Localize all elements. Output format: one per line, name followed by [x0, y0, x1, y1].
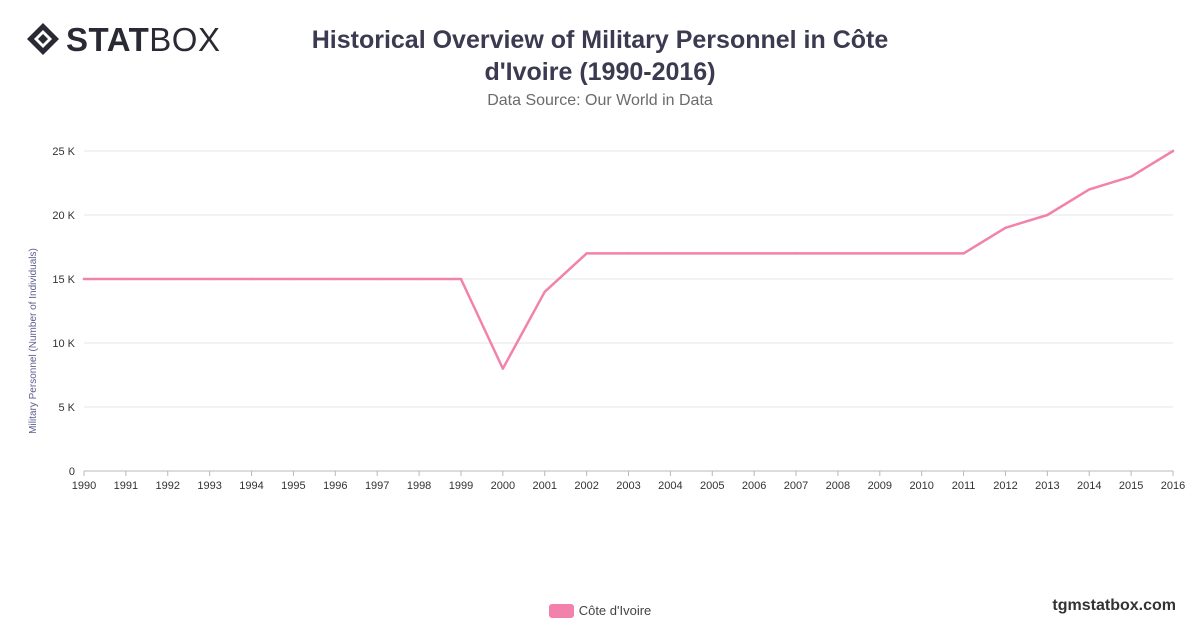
x-tick-label: 1990 — [72, 480, 96, 492]
data-point — [752, 252, 756, 255]
x-tick-label: 2012 — [993, 480, 1017, 492]
x-tick-label: 2015 — [1119, 480, 1143, 492]
data-point — [543, 290, 546, 293]
legend-label[interactable]: Côte d'Ivoire — [578, 603, 652, 618]
data-point — [82, 277, 86, 281]
x-tick-label: 1999 — [449, 480, 473, 492]
y-tick-label: 5 K — [58, 402, 75, 414]
x-tick-label: 2004 — [658, 480, 682, 492]
data-point — [501, 367, 505, 370]
data-point — [1171, 149, 1175, 153]
data-point — [459, 277, 463, 281]
data-point — [375, 277, 379, 281]
x-tick-label: 2005 — [700, 480, 724, 492]
x-tick-label: 2006 — [742, 480, 766, 492]
footer-site: tgmstatbox.com — [1052, 597, 1176, 614]
x-tick-label: 1991 — [114, 480, 138, 492]
data-point — [836, 252, 840, 255]
diamond-logo-icon — [27, 23, 59, 55]
data-point — [1004, 226, 1007, 229]
x-tick-label: 2013 — [1035, 480, 1059, 492]
data-point — [962, 252, 965, 255]
logo-wordmark: STATBOX — [66, 23, 220, 56]
data-point — [250, 277, 253, 281]
y-axis-title: Military Personnel (Number of Individual… — [28, 248, 39, 434]
data-point — [794, 252, 798, 255]
data-point — [417, 277, 421, 281]
data-point — [292, 277, 295, 281]
logo-thin-text: BOX — [149, 20, 221, 58]
legend: Côte d'Ivoire — [0, 603, 1200, 618]
data-point — [585, 252, 588, 255]
statbox-logo: STATBOX — [26, 22, 220, 56]
y-tick-label: 0 — [69, 466, 75, 478]
x-tick-label: 2014 — [1077, 480, 1101, 492]
x-tick-label: 2008 — [826, 480, 850, 492]
y-tick-label: 20 K — [52, 210, 75, 222]
x-tick-label: 2007 — [784, 480, 808, 492]
x-tick-label: 2003 — [616, 480, 640, 492]
x-tick-label: 1998 — [407, 480, 431, 492]
x-tick-label: 2016 — [1161, 480, 1185, 492]
x-tick-label: 2000 — [491, 480, 515, 492]
chart-title: Historical Overview of Military Personne… — [311, 26, 889, 86]
data-point — [334, 277, 337, 281]
x-tick-label: 1994 — [239, 480, 263, 492]
x-tick-label: 1997 — [365, 480, 389, 492]
data-point — [920, 252, 923, 255]
x-tick-label: 1992 — [156, 480, 180, 492]
data-point — [208, 277, 211, 281]
x-tick-label: 1996 — [323, 480, 347, 492]
y-tick-label: 25 K — [52, 146, 75, 158]
data-point — [669, 252, 672, 255]
x-tick-label: 2011 — [952, 480, 976, 492]
x-tick-label: 2002 — [574, 480, 598, 492]
data-point — [627, 252, 630, 255]
series-line — [82, 149, 1175, 370]
x-tick-label: 2009 — [868, 480, 892, 492]
y-tick-label: 15 K — [52, 274, 75, 286]
legend-swatch[interactable] — [548, 603, 574, 618]
data-point — [878, 252, 882, 255]
x-tick-label: 1995 — [281, 480, 305, 492]
data-point — [124, 277, 128, 281]
x-tick-label: 1993 — [197, 480, 221, 492]
data-point — [1088, 188, 1091, 191]
data-point — [166, 277, 169, 281]
x-tick-label: 2010 — [909, 480, 933, 492]
y-tick-label: 10 K — [52, 338, 75, 350]
logo-bold-text: STAT — [66, 20, 150, 58]
data-point — [1046, 213, 1049, 217]
data-point — [711, 252, 714, 255]
chart-subtitle: Data Source: Our World in Data — [487, 92, 713, 109]
data-point — [1129, 175, 1133, 178]
x-tick-label: 2001 — [532, 480, 556, 492]
